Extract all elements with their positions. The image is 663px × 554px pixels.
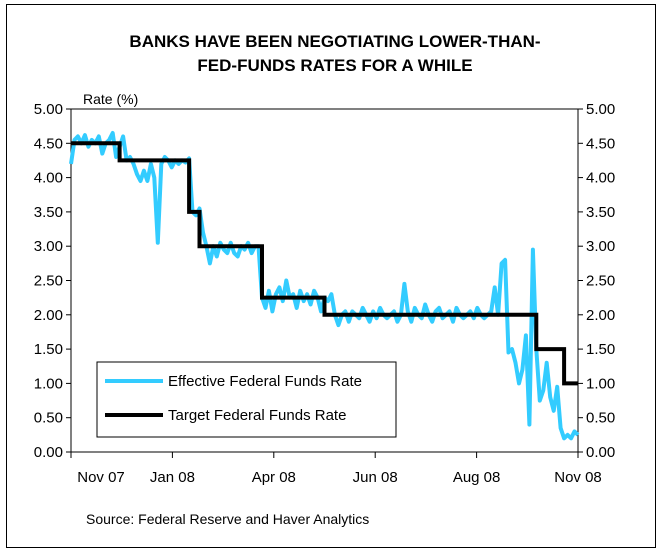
- y-tick-label-left: 1.00: [34, 375, 63, 392]
- x-tick-label: Jun 08: [353, 469, 398, 486]
- y-tick-label-left: 5.00: [34, 101, 63, 118]
- y-tick-label-right: 2.00: [586, 307, 615, 324]
- x-tick-label: Jan 08: [150, 469, 195, 486]
- chart-title-line2: FED-FUNDS RATES FOR A WHILE: [197, 56, 473, 75]
- legend-box: [96, 361, 397, 438]
- y-tick-label-right: 3.50: [586, 204, 615, 221]
- y-tick-label-left: 1.50: [34, 341, 63, 358]
- legend: Effective Federal Funds Rate Target Fede…: [96, 361, 397, 438]
- y-tick-label-right: 2.50: [586, 273, 615, 290]
- chart-title-line1: BANKS HAVE BEEN NEGOTIATING LOWER-THAN-: [129, 32, 541, 51]
- y-tick-label-left: 0.00: [34, 444, 63, 461]
- y-tick-label-right: 1.50: [586, 341, 615, 358]
- y-axis-label: Rate (%): [83, 91, 138, 107]
- legend-label-effective: Effective Federal Funds Rate: [168, 373, 362, 390]
- y-tick-label-left: 4.00: [34, 170, 63, 187]
- chart-frame: [6, 4, 656, 548]
- x-axis: Nov 07 Jan 08 Apr 08 Jun 08 Aug 08 Nov 08: [70, 452, 602, 486]
- x-tick-label: Apr 08: [252, 469, 296, 486]
- y-tick-label-right: 3.00: [586, 238, 615, 255]
- x-tick-label: Nov 07: [77, 469, 125, 486]
- y-tick-label-left: 2.50: [34, 273, 63, 290]
- y-tick-label-left: 3.00: [34, 238, 63, 255]
- y-axis-left: 0.00 0.50 1.00 1.50 2.00 2.50 3.00 3.50 4.00 4.50…: [34, 101, 71, 461]
- y-tick-label-left: 4.50: [34, 135, 63, 152]
- y-tick-label-right: 4.00: [586, 170, 615, 187]
- y-tick-label-right: 5.00: [586, 101, 615, 118]
- y-tick-label-left: 0.50: [34, 410, 63, 427]
- x-tick-label: Aug 08: [453, 469, 501, 486]
- y-tick-label-left: 2.00: [34, 307, 63, 324]
- y-tick-label-right: 0.50: [586, 410, 615, 427]
- y-tick-label-left: 3.50: [34, 204, 63, 221]
- y-tick-label-right: 4.50: [586, 135, 615, 152]
- source-note: Source: Federal Reserve and Haver Analyt…: [86, 511, 370, 527]
- y-tick-label-right: 0.00: [586, 444, 615, 461]
- y-tick-label-right: 1.00: [586, 375, 615, 392]
- legend-label-target: Target Federal Funds Rate: [168, 407, 346, 424]
- x-tick-label: Nov 08: [554, 469, 602, 486]
- y-axis-right: 0.00 0.50 1.00 1.50 2.00 2.50 3.00 3.50 4.00 4.50…: [578, 101, 615, 461]
- series-target-federal-funds-rate: [71, 141, 578, 386]
